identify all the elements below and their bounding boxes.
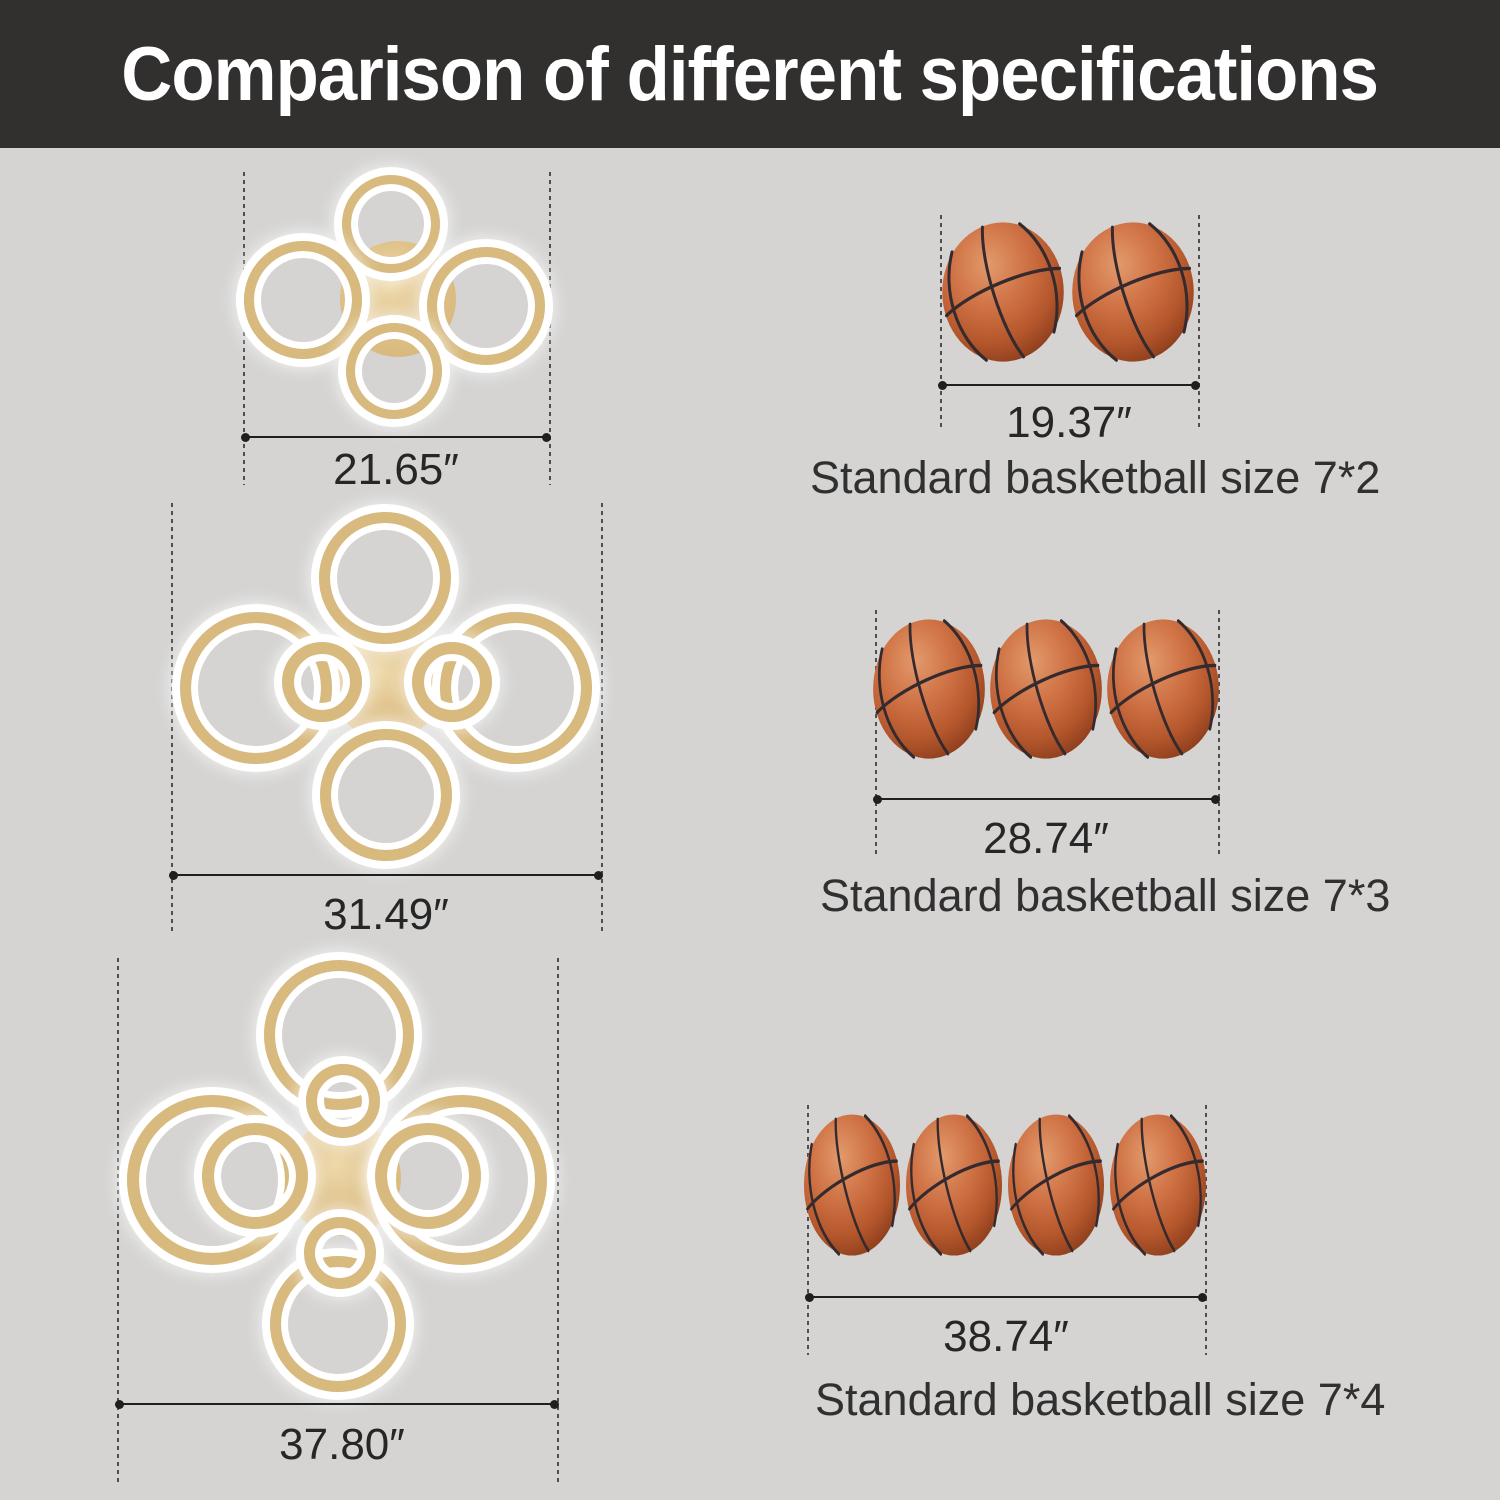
lamp-ring-right	[427, 247, 545, 365]
lamp-ring-inner-top	[306, 1064, 380, 1138]
dimension-value: 31.49″	[323, 890, 449, 939]
basketball-image	[905, 1114, 1003, 1256]
extension-line-right	[1218, 610, 1220, 855]
basketball-image	[803, 1114, 901, 1256]
extension-line-right	[1198, 215, 1200, 430]
extension-line-left	[117, 958, 119, 1486]
extension-line-right	[601, 503, 603, 933]
dimension-value: 38.74″	[943, 1312, 1069, 1361]
page-title: Comparison of different specifications	[121, 31, 1380, 117]
extension-line-right	[549, 172, 551, 485]
basketball-figure-4: 38.74″ Standard basketball size 7*4	[790, 1090, 1490, 1430]
dimension-line	[873, 794, 1220, 804]
extension-line-left	[243, 172, 245, 485]
dimension-value: 19.37″	[1006, 398, 1132, 447]
dimension-line	[169, 870, 603, 880]
extension-line-right	[1205, 1105, 1207, 1355]
header-banner: Comparison of different specifications	[0, 0, 1500, 148]
basketball-image	[1072, 222, 1194, 362]
lamp-ring-left	[244, 241, 362, 359]
basketball-image	[1007, 1114, 1105, 1256]
lamp-ring-bottom	[346, 323, 442, 419]
dimension-line	[938, 380, 1200, 390]
extension-line-left	[940, 215, 942, 430]
lamp-figure-small: 21.65″	[170, 160, 610, 510]
basketball-caption: Standard basketball size 7*3	[820, 870, 1391, 921]
basketball-figure-2: 19.37″ Standard basketball size 7*2	[780, 200, 1460, 510]
lamp-ring-top	[342, 175, 440, 273]
lamp-ring-inner-right	[375, 1123, 481, 1229]
extension-line-left	[171, 503, 173, 933]
lamp-figure-large: 37.80″	[95, 950, 585, 1495]
dimension-value: 37.80″	[279, 1420, 405, 1469]
lamp-ring-bottom	[320, 729, 452, 861]
basketball-row	[941, 221, 1195, 363]
extension-line-left	[807, 1105, 809, 1355]
dimension-line	[805, 1292, 1207, 1302]
extension-line-right	[557, 958, 559, 1486]
extension-line-left	[875, 610, 877, 855]
basketball-image	[942, 222, 1064, 362]
lamp-ring-inner-bottom	[304, 1217, 376, 1289]
lamp-figure-medium: 31.49″	[140, 495, 640, 955]
lamp-ring-inner-left	[282, 642, 362, 722]
basketball-image	[1109, 1114, 1207, 1256]
basketball-row	[872, 618, 1220, 760]
basketball-image	[873, 619, 985, 759]
basketball-row	[803, 1113, 1207, 1257]
basketball-image	[990, 619, 1102, 759]
lamp-ring-top	[319, 512, 451, 644]
basketball-caption: Standard basketball size 7*4	[815, 1374, 1386, 1425]
dimension-line	[115, 1399, 559, 1409]
lamp-ring-inner-left	[202, 1123, 308, 1229]
dimension-value: 28.74″	[983, 814, 1109, 863]
basketball-caption: Standard basketball size 7*2	[810, 452, 1381, 503]
dimension-value: 21.65″	[333, 445, 459, 494]
basketball-image	[1107, 619, 1219, 759]
lamp-ring-inner-right	[412, 642, 492, 722]
dimension-line	[241, 432, 551, 442]
basketball-figure-3: 28.74″ Standard basketball size 7*3	[820, 600, 1500, 930]
